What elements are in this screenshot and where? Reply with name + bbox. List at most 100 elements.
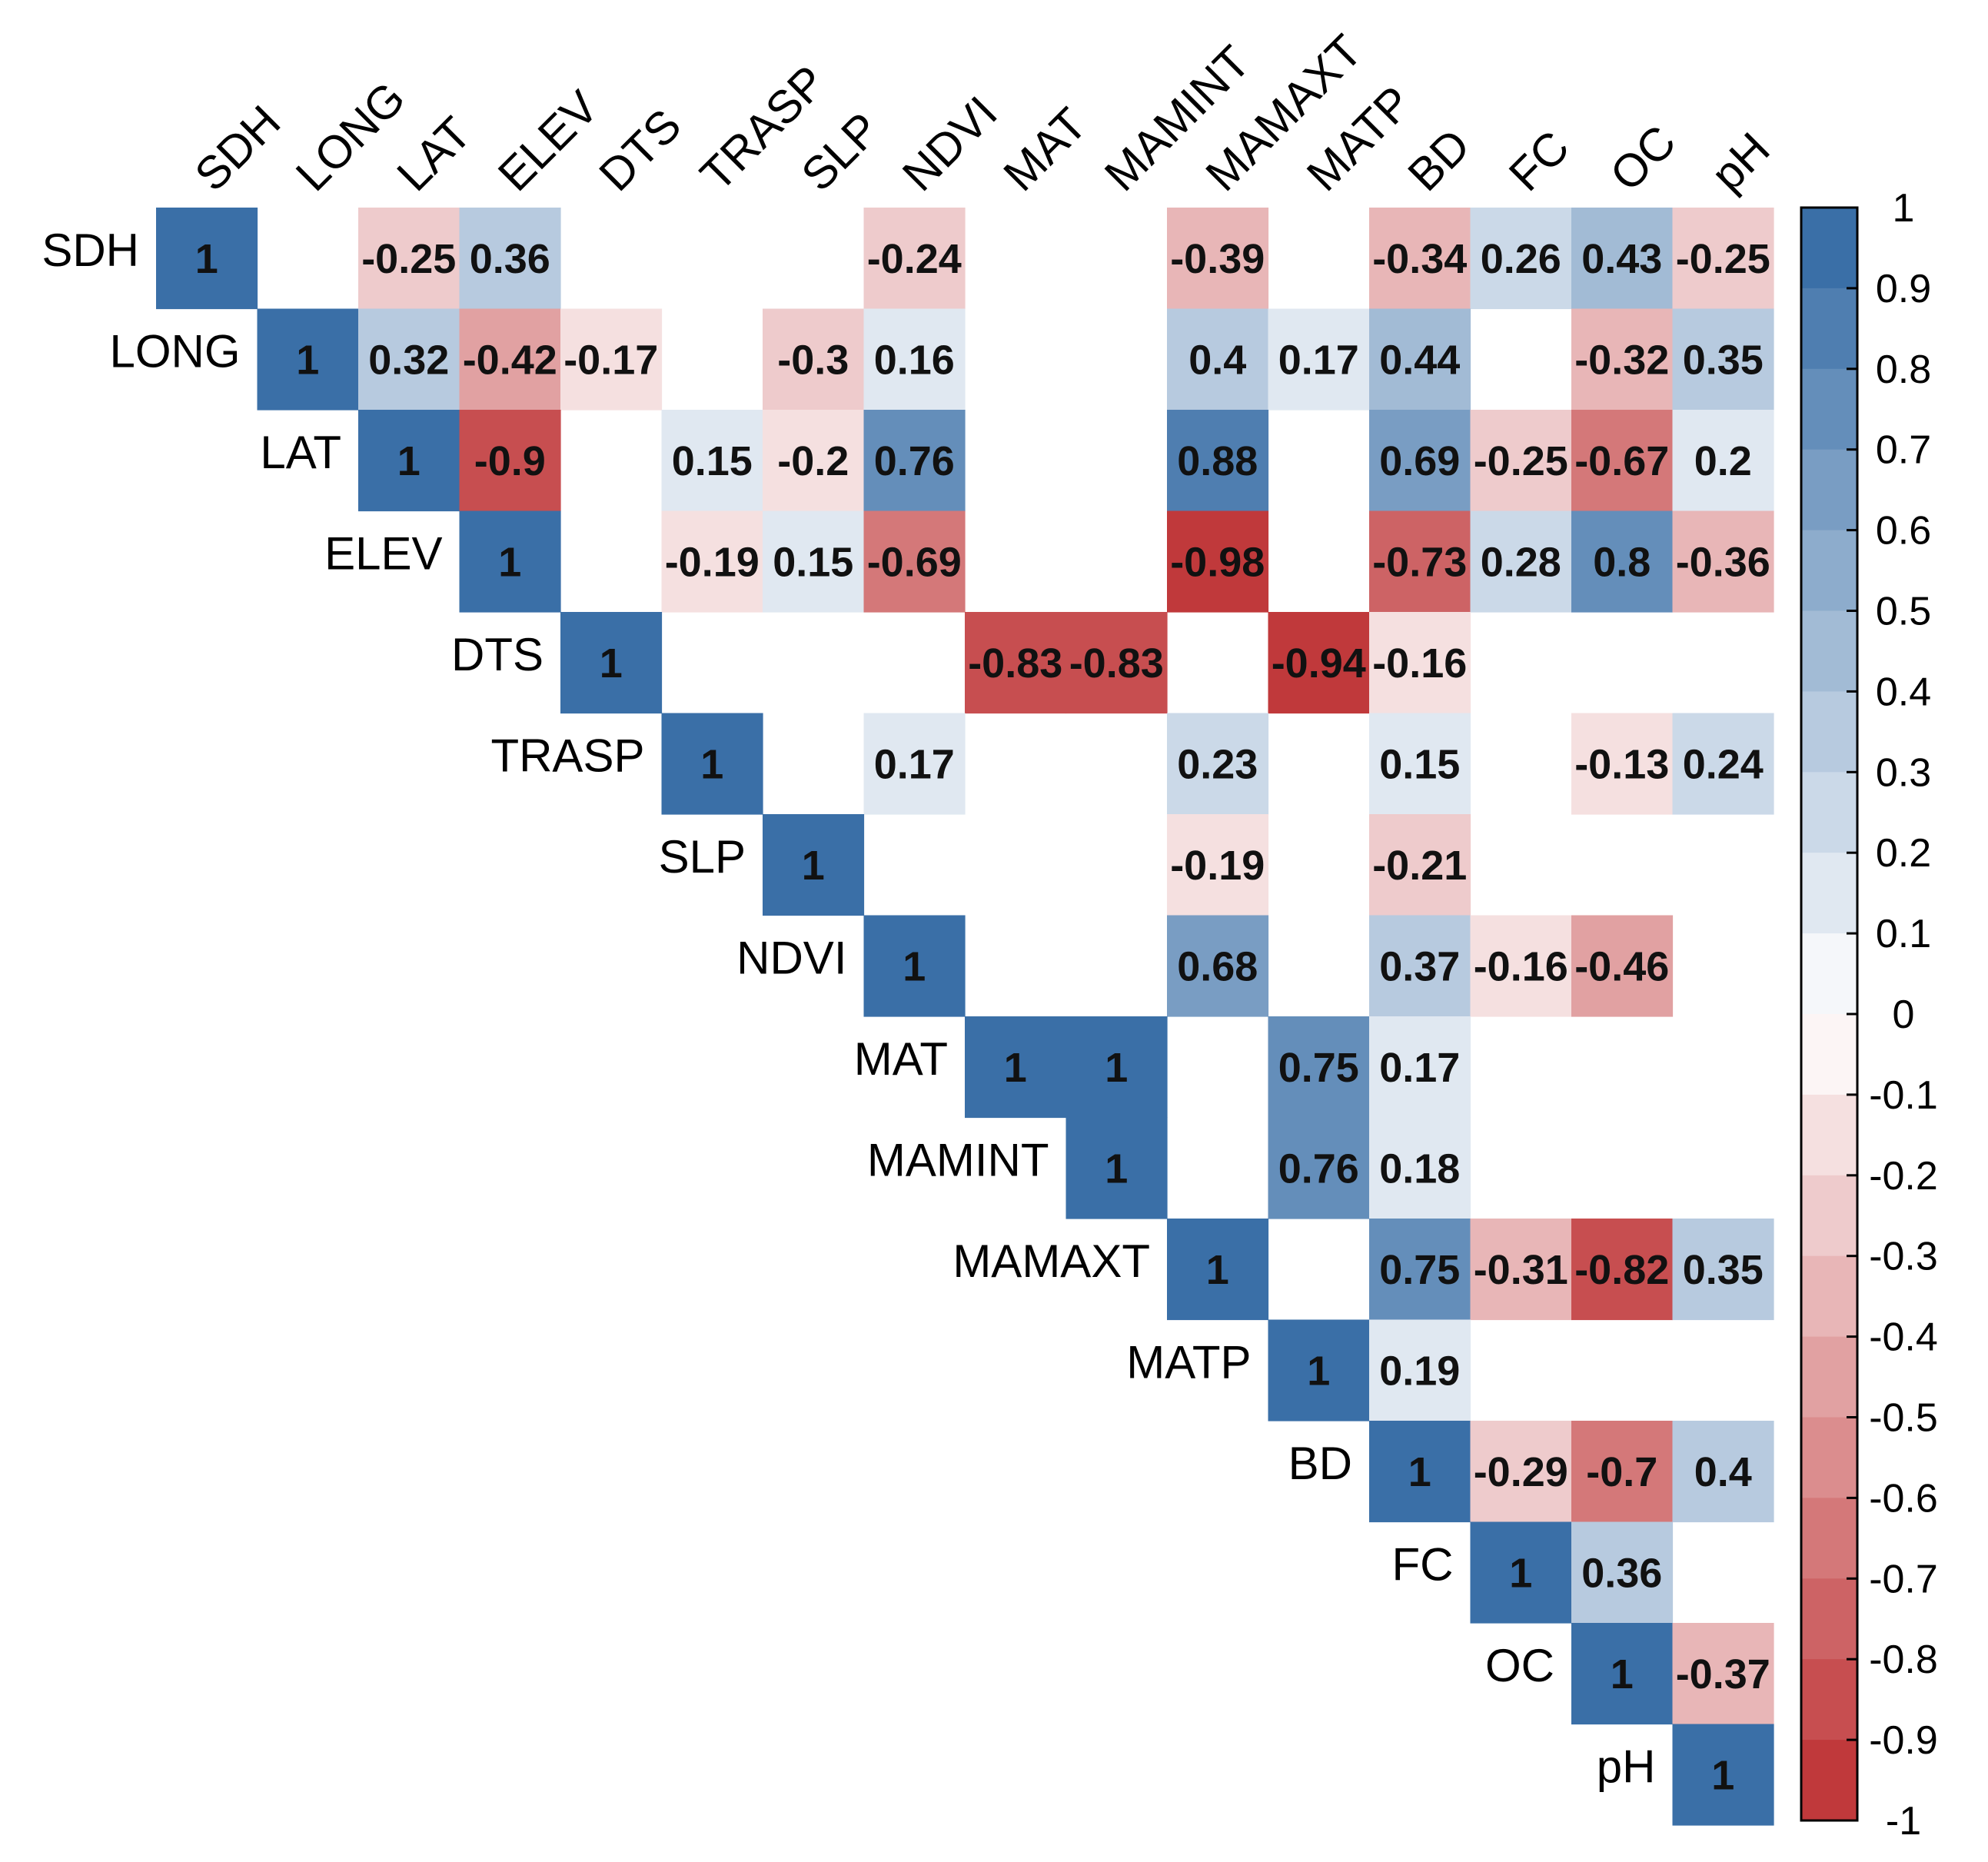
- colorbar-segment: [1801, 610, 1857, 692]
- cell-value-LONG-NDVI: 0.16: [874, 337, 955, 383]
- cell-value-MAT-MAT: 1: [1004, 1045, 1027, 1091]
- cell-TRASP-OC: [1571, 713, 1674, 815]
- cell-LONG-pH: [1672, 308, 1774, 411]
- cell-FC-OC: [1571, 1521, 1674, 1624]
- colorbar-tick-label: -0.4: [1869, 1315, 1938, 1360]
- cell-OC-OC: [1571, 1623, 1674, 1725]
- cell-MAMAXT-MAMAXT: [1167, 1219, 1269, 1321]
- cell-LAT-OC: [1571, 410, 1674, 512]
- cell-value-LAT-FC: -0.25: [1474, 438, 1568, 484]
- row-label-DTS: DTS: [451, 629, 544, 680]
- cell-ELEV-pH: [1672, 510, 1774, 613]
- cell-value-LONG-SLP: -0.3: [777, 337, 849, 383]
- cell-TRASP-BD: [1369, 713, 1471, 815]
- cell-value-LAT-pH: 0.2: [1694, 438, 1752, 484]
- cell-DTS-MAT: [965, 612, 1067, 714]
- cell-value-SDH-FC: 0.26: [1481, 236, 1561, 282]
- cell-SDH-OC: [1571, 208, 1674, 310]
- cell-MAMAXT-FC: [1470, 1219, 1572, 1321]
- cell-MAT-MATP: [1268, 1016, 1370, 1119]
- column-label-NDVI: NDVI: [893, 86, 1007, 201]
- cell-value-TRASP-MAMAXT: 0.23: [1177, 741, 1258, 787]
- cell-MAT-BD: [1369, 1016, 1471, 1119]
- cell-MAT-MAMINT: [1065, 1016, 1168, 1119]
- cell-value-LAT-BD: 0.69: [1379, 438, 1460, 484]
- cell-value-NDVI-MAMAXT: 0.68: [1177, 943, 1258, 989]
- cell-value-ELEV-pH: -0.36: [1676, 539, 1770, 585]
- cell-OC-pH: [1672, 1623, 1774, 1725]
- cell-value-LONG-ELEV: -0.42: [463, 337, 557, 383]
- cell-value-LAT-LAT: 1: [397, 438, 421, 484]
- cell-BD-OC: [1571, 1421, 1674, 1523]
- cell-LAT-TRASP: [661, 410, 763, 512]
- cell-NDVI-FC: [1470, 915, 1572, 1017]
- cell-BD-pH: [1672, 1421, 1774, 1523]
- cell-value-SDH-NDVI: -0.24: [867, 236, 962, 282]
- row-label-FC: FC: [1392, 1538, 1454, 1590]
- cell-SDH-BD: [1369, 208, 1471, 310]
- cell-value-MAMAXT-BD: 0.75: [1379, 1247, 1460, 1293]
- colorbar-segment: [1801, 1740, 1857, 1821]
- cell-MAT-MAT: [965, 1016, 1067, 1119]
- colorbar-segment: [1801, 853, 1857, 934]
- row-label-pH: pH: [1597, 1741, 1656, 1792]
- cell-value-BD-BD: 1: [1408, 1449, 1431, 1495]
- column-label-MAT: MAT: [994, 98, 1097, 201]
- cell-value-SDH-pH: -0.25: [1676, 236, 1770, 282]
- colorbar-tick-label: 0.8: [1876, 347, 1931, 392]
- cell-value-MAMAXT-OC: -0.82: [1574, 1247, 1669, 1293]
- cell-value-LONG-LAT: 0.32: [368, 337, 449, 383]
- cell-value-NDVI-NDVI: 1: [903, 943, 926, 989]
- column-label-OC: OC: [1601, 115, 1686, 201]
- cell-LONG-BD: [1369, 308, 1471, 411]
- cell-ELEV-FC: [1470, 510, 1572, 613]
- colorbar-tick-label: 0.7: [1876, 428, 1931, 473]
- colorbar-tick-label: 0.4: [1876, 670, 1931, 714]
- row-label-TRASP: TRASP: [490, 730, 644, 781]
- cell-SDH-pH: [1672, 208, 1774, 310]
- cell-value-MAMAXT-pH: 0.35: [1683, 1247, 1764, 1293]
- colorbar-tick-label: 0: [1893, 993, 1915, 1037]
- cell-LAT-BD: [1369, 410, 1471, 512]
- cell-value-TRASP-BD: 0.15: [1379, 741, 1460, 787]
- cell-SDH-MAMAXT: [1167, 208, 1269, 310]
- cell-value-LONG-DTS: -0.17: [563, 337, 658, 383]
- cell-value-MAMINT-BD: 0.18: [1379, 1145, 1460, 1192]
- cell-LONG-LONG: [257, 308, 359, 411]
- cell-ELEV-ELEV: [459, 510, 561, 613]
- cell-value-MAMINT-MATP: 0.76: [1278, 1145, 1359, 1192]
- cell-value-LONG-OC: -0.32: [1574, 337, 1669, 383]
- colorbar-tick-label: -0.1: [1869, 1073, 1938, 1118]
- cell-value-LONG-MAMAXT: 0.4: [1188, 337, 1246, 383]
- cell-value-LONG-BD: 0.44: [1379, 337, 1460, 383]
- cell-MAMINT-MATP: [1268, 1117, 1370, 1219]
- column-label-SDH: SDH: [185, 95, 291, 201]
- row-label-MATP: MATP: [1126, 1336, 1251, 1388]
- cell-value-LAT-ELEV: -0.9: [474, 438, 546, 484]
- cell-MAMAXT-OC: [1571, 1219, 1674, 1321]
- colorbar-segment: [1801, 1498, 1857, 1579]
- cell-DTS-MATP: [1268, 612, 1370, 714]
- cell-value-NDVI-FC: -0.16: [1474, 943, 1568, 989]
- cell-SLP-MAMAXT: [1167, 814, 1269, 916]
- cell-MAMAXT-pH: [1672, 1219, 1774, 1321]
- cell-value-LAT-TRASP: 0.15: [672, 438, 753, 484]
- cell-LAT-MAMAXT: [1167, 410, 1269, 512]
- cell-ELEV-OC: [1571, 510, 1674, 613]
- colorbar-segment: [1801, 1094, 1857, 1176]
- cell-value-ELEV-FC: 0.28: [1481, 539, 1561, 585]
- cell-value-SDH-BD: -0.34: [1372, 236, 1467, 282]
- colorbar-segment: [1801, 933, 1857, 1015]
- row-label-OC: OC: [1485, 1640, 1554, 1691]
- cell-BD-BD: [1369, 1421, 1471, 1523]
- cell-LONG-NDVI: [863, 308, 966, 411]
- cell-BD-FC: [1470, 1421, 1572, 1523]
- cell-DTS-BD: [1369, 612, 1471, 714]
- row-label-NDVI: NDVI: [736, 932, 846, 983]
- cell-LAT-pH: [1672, 410, 1774, 512]
- row-label-BD: BD: [1288, 1438, 1352, 1489]
- cell-value-TRASP-NDVI: 0.17: [874, 741, 955, 787]
- cell-NDVI-OC: [1571, 915, 1674, 1017]
- row-label-SDH: SDH: [42, 224, 139, 276]
- cell-LONG-OC: [1571, 308, 1674, 411]
